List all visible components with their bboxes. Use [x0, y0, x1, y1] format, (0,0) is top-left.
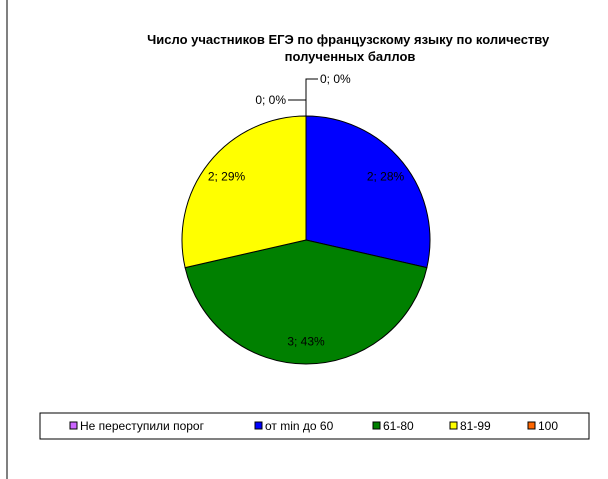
pie-slices	[181, 115, 431, 365]
legend-item-3: 81-99	[449, 419, 491, 433]
data-label-3: 2; 29%	[208, 170, 246, 184]
pie-slice-3	[181, 115, 307, 269]
legend-swatch-0	[69, 421, 78, 430]
data-label-4: 0; 0%	[320, 72, 351, 86]
data-label-2: 3; 43%	[287, 335, 325, 349]
chart-title-line-1: Число участников ЕГЭ по французскому язы…	[147, 32, 550, 47]
data-label-0: 0; 0%	[255, 93, 286, 107]
leader-line-4	[305, 78, 318, 116]
pie-slice-1	[305, 115, 431, 269]
legend-box	[39, 412, 590, 440]
data-labels: 0; 0% 2; 28% 3; 43% 2; 29% 0; 0%	[208, 72, 405, 349]
legend-label-4: 100	[538, 419, 558, 433]
chart-title: Число участников ЕГЭ по французскому язы…	[147, 32, 553, 64]
legend-label-1: от min до 60	[265, 419, 334, 433]
legend-item-2: 61-80	[372, 419, 414, 433]
legend-item-4: 100	[527, 419, 558, 433]
pie-slice-2	[184, 239, 428, 365]
legend-swatch-1	[254, 421, 263, 430]
chart-title-line-2: полученных баллов	[285, 49, 416, 64]
legend-label-0: Не переступили порог	[80, 419, 205, 433]
legend-item-1: от min до 60	[254, 419, 334, 433]
legend-label-2: 61-80	[383, 419, 414, 433]
data-label-1: 2; 28%	[367, 170, 405, 184]
legend-swatch-3	[449, 421, 458, 430]
legend-items: Не переступили порог от min до 60 61-80 81-…	[69, 419, 558, 433]
leader-lines	[288, 78, 318, 116]
legend: Не переступили порог от min до 60 61-80 81-…	[39, 412, 590, 440]
legend-item-0: Не переступили порог	[69, 419, 205, 433]
leader-line-0	[288, 99, 307, 116]
legend-swatch-4	[527, 421, 536, 430]
legend-label-3: 81-99	[460, 419, 491, 433]
legend-swatch-2	[372, 421, 381, 430]
